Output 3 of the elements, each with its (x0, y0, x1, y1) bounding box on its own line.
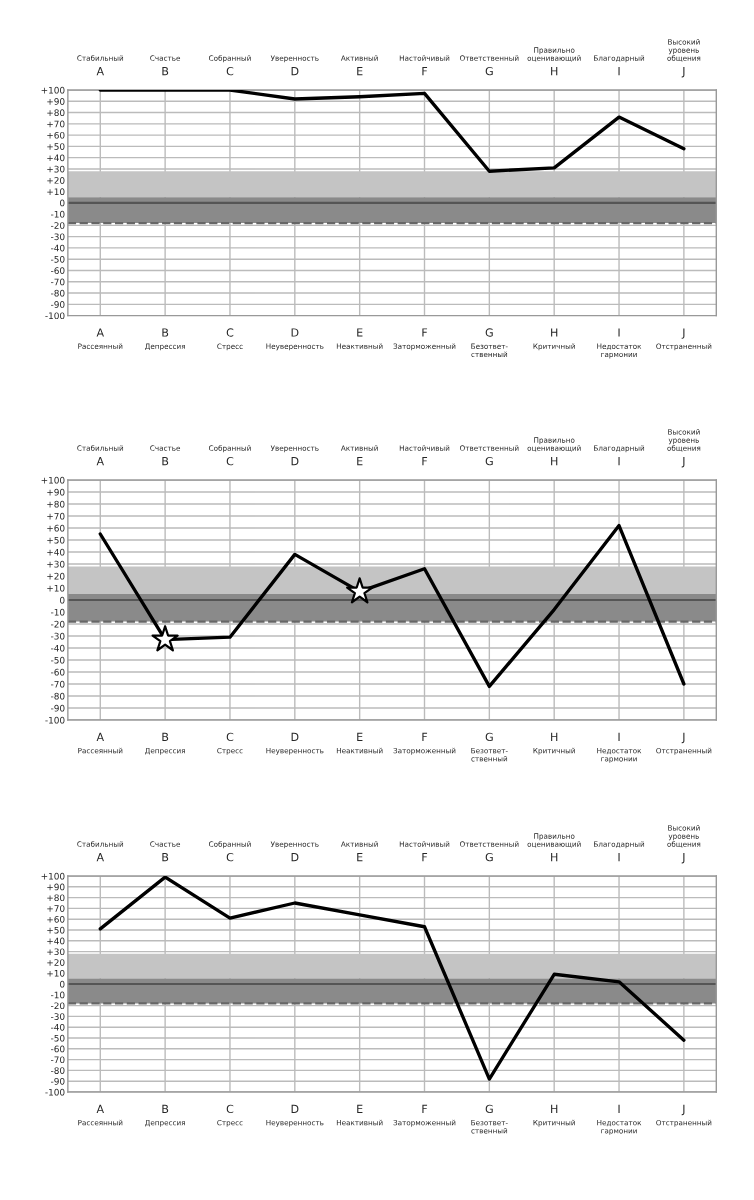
line-series (98, 90, 686, 173)
line-series (98, 523, 686, 689)
line-series (98, 876, 686, 1081)
